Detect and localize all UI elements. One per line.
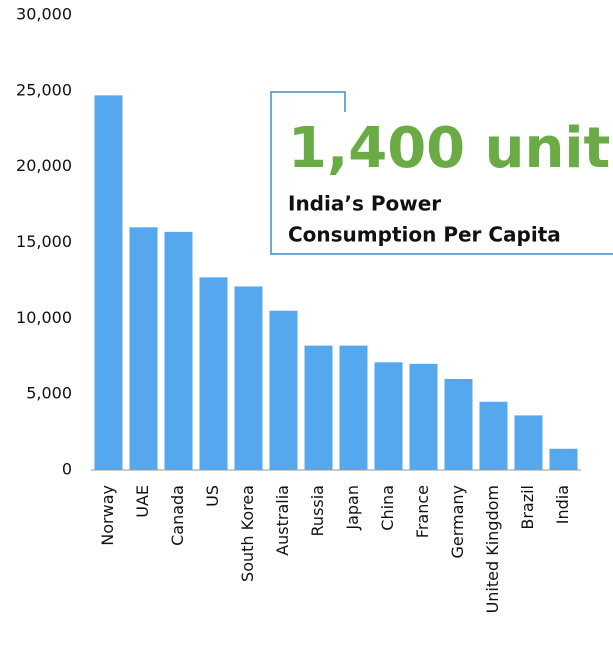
- y-tick-label: 30,000: [16, 5, 72, 24]
- x-tick-label: France: [413, 485, 432, 538]
- annotation-frame: [270, 91, 613, 255]
- bar: [409, 363, 438, 470]
- x-tick-label: Russia: [308, 485, 327, 536]
- annotation-headline: 1,400 units: [288, 116, 613, 181]
- x-tick-label: US: [203, 485, 222, 507]
- bar: [479, 401, 508, 470]
- bar: [339, 345, 368, 470]
- x-tick-label: Japan: [343, 485, 362, 531]
- bar: [94, 95, 123, 470]
- bar: [514, 415, 543, 470]
- bar: [304, 345, 333, 470]
- x-tick-label: Australia: [273, 485, 292, 556]
- bar: [199, 277, 228, 470]
- x-tick-label: China: [378, 485, 397, 531]
- bar: [549, 448, 578, 470]
- bar: [374, 362, 403, 470]
- bar: [164, 231, 193, 470]
- x-tick-label: South Korea: [238, 485, 257, 582]
- x-tick-label: Germany: [448, 485, 467, 559]
- x-tick-label: Norway: [98, 485, 117, 546]
- annotation-text: Consumption Per Capita: [288, 223, 561, 247]
- x-tick-label: Canada: [168, 485, 187, 546]
- y-tick-label: 5,000: [26, 384, 72, 403]
- annotation-text: India’s Power: [288, 192, 441, 216]
- bar: [129, 227, 158, 470]
- x-tick-label: UAE: [133, 485, 152, 518]
- bar: [234, 286, 263, 470]
- bar: [444, 379, 473, 470]
- x-tick-label: Brazil: [518, 485, 537, 530]
- y-tick-label: 25,000: [16, 80, 72, 99]
- bar: [269, 310, 298, 470]
- y-tick-label: 15,000: [16, 232, 72, 251]
- y-tick-label: 20,000: [16, 156, 72, 175]
- y-tick-label: 0: [62, 460, 72, 479]
- x-tick-label: India: [553, 485, 572, 524]
- x-tick-label: United Kingdom: [483, 485, 502, 613]
- y-tick-label: 10,000: [16, 308, 72, 327]
